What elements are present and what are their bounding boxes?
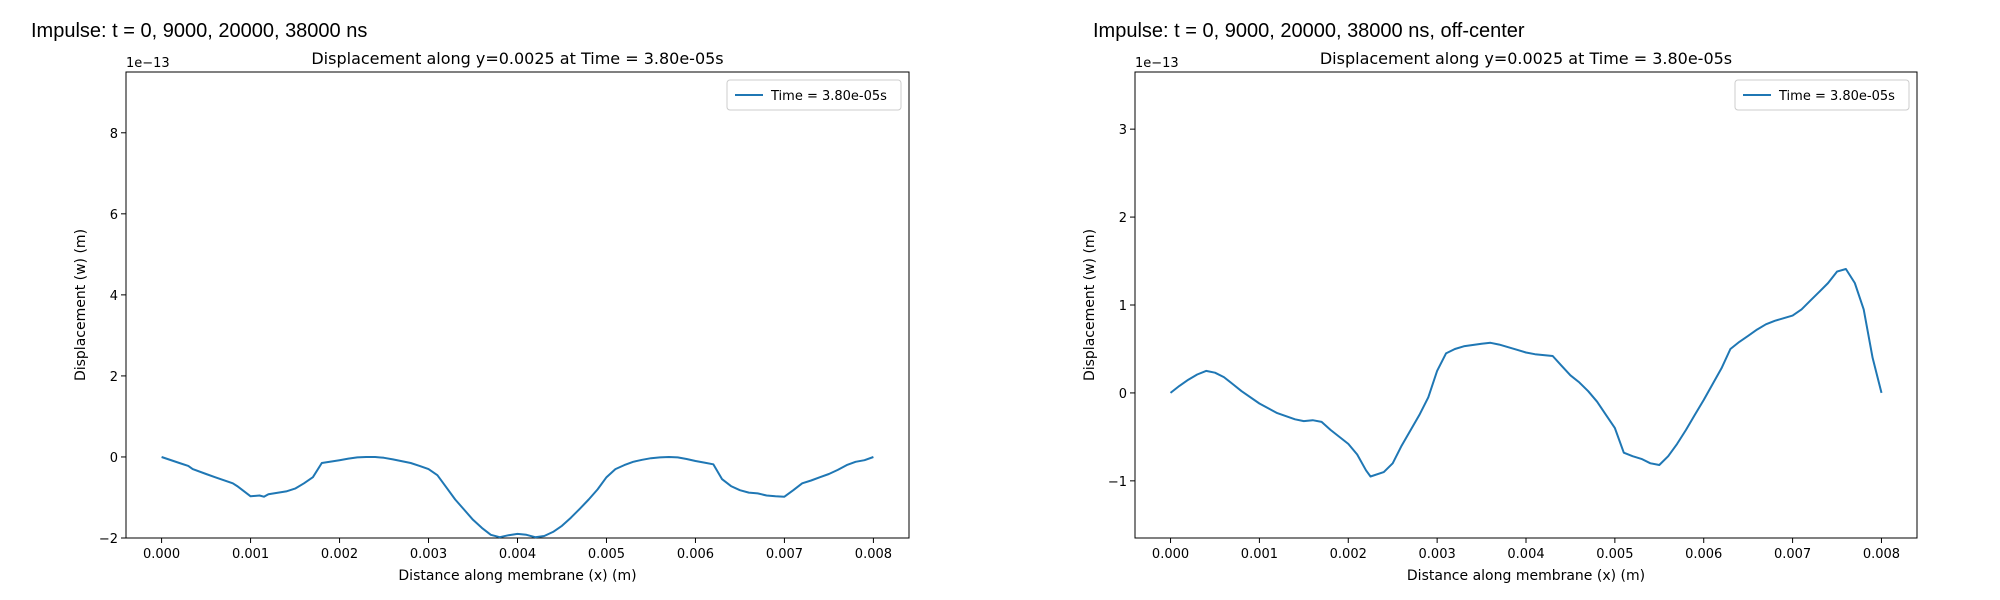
chart1-x-tick-label: 0.002: [321, 547, 358, 562]
chart1-y-axis-label: Displacement (w) (m): [73, 229, 89, 381]
chart2-y-tick-label: −1: [1108, 475, 1127, 490]
chart1-y-tick-label: 0: [110, 451, 118, 466]
chart2-x-tick-label: 0.002: [1330, 547, 1367, 562]
chart2-y-tick-label: 0: [1119, 387, 1127, 402]
chart2-x-tick-label: 0.006: [1685, 547, 1722, 562]
chart1-x-tick-label: 0.003: [410, 547, 447, 562]
chart2-x-tick-label: 0.007: [1774, 547, 1811, 562]
chart1-x-tick-label: 0.006: [677, 547, 714, 562]
chart1-legend-box: [726, 79, 902, 111]
chart2-x-tick-label: 0.004: [1507, 547, 1544, 562]
chart1-x-tick-label: 0.004: [499, 547, 536, 562]
chart1-series-line-1: [161, 456, 874, 539]
chart1-x-tick-label: 0.007: [766, 547, 803, 562]
chart2-axes-frame: [1134, 71, 1918, 539]
chart2-y-axis-label: Displacement (w) (m): [1082, 229, 1098, 381]
chart2-y-tick-label: 3: [1119, 123, 1127, 138]
chart1-y-tick-label: −2: [99, 532, 118, 547]
chart2-legend-label: Time = 3.80e-05s: [1778, 89, 1895, 104]
chart2-x-tick-label: 0.003: [1419, 547, 1456, 562]
chart1-y-offset-text: 1e−13: [126, 56, 170, 71]
chart1-x-axis-label: Distance along membrane (x) (m): [398, 568, 636, 584]
chart1-y-tick-label: 8: [110, 127, 118, 142]
chart1-y-tick-label: 2: [110, 370, 118, 385]
panel-heading-left: Impulse: t = 0, 9000, 20000, 38000 ns: [31, 20, 368, 42]
chart2-y-tick-label: 2: [1119, 211, 1127, 226]
chart1-x-tick-label: 0.000: [143, 547, 180, 562]
chart2-x-tick-label: 0.001: [1241, 547, 1278, 562]
chart1-group: Displacement along y=0.0025 at Time = 3.…: [73, 49, 910, 584]
chart2-title: Displacement along y=0.0025 at Time = 3.…: [1320, 49, 1732, 68]
panel-heading-right: Impulse: t = 0, 9000, 20000, 38000 ns, o…: [1093, 20, 1525, 42]
chart2-x-tick-label: 0.008: [1863, 547, 1900, 562]
chart1-x-tick-label: 0.001: [232, 547, 269, 562]
chart1-axes-frame: [125, 71, 910, 539]
chart2-legend-box: [1734, 79, 1910, 111]
chart1-y-tick-label: 4: [110, 289, 118, 304]
chart2-y-tick-label: 1: [1119, 299, 1127, 314]
chart2-y-offset-text: 1e−13: [1135, 56, 1179, 71]
chart2-group: Displacement along y=0.0025 at Time = 3.…: [1082, 49, 1918, 584]
chart2-x-axis-label: Distance along membrane (x) (m): [1407, 568, 1645, 584]
chart1-legend-label: Time = 3.80e-05s: [770, 89, 887, 104]
chart1-x-tick-label: 0.008: [855, 547, 892, 562]
chart1-title: Displacement along y=0.0025 at Time = 3.…: [311, 49, 723, 68]
chart2-x-tick-label: 0.000: [1152, 547, 1189, 562]
chart1-y-tick-label: 6: [110, 208, 118, 223]
chart1-x-tick-label: 0.005: [588, 547, 625, 562]
chart2-series-line-1: [1169, 268, 1883, 478]
chart2-x-tick-label: 0.005: [1596, 547, 1633, 562]
